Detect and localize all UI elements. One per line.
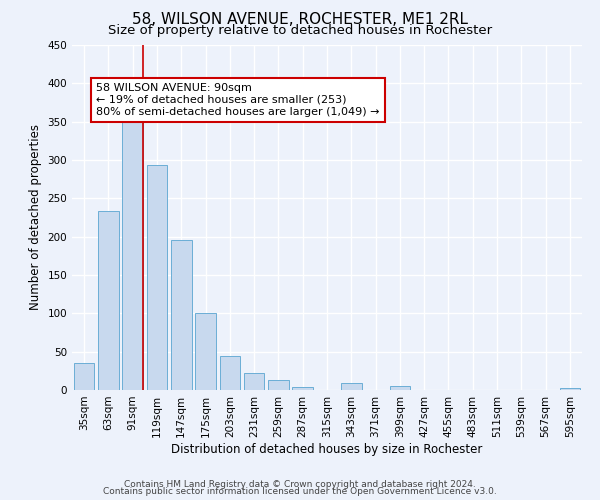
Bar: [389, 386, 410, 390]
Text: 58, WILSON AVENUE, ROCHESTER, ME1 2RL: 58, WILSON AVENUE, ROCHESTER, ME1 2RL: [132, 12, 468, 28]
Text: 58 WILSON AVENUE: 90sqm
← 19% of detached houses are smaller (253)
80% of semi-d: 58 WILSON AVENUE: 90sqm ← 19% of detache…: [96, 84, 380, 116]
Bar: [560, 388, 580, 390]
Text: Contains HM Land Registry data © Crown copyright and database right 2024.: Contains HM Land Registry data © Crown c…: [124, 480, 476, 489]
Bar: [341, 383, 362, 390]
Bar: [122, 110, 143, 390]
Bar: [146, 166, 167, 390]
Y-axis label: Number of detached properties: Number of detached properties: [29, 124, 42, 310]
X-axis label: Distribution of detached houses by size in Rochester: Distribution of detached houses by size …: [172, 442, 482, 456]
Bar: [268, 380, 289, 390]
Bar: [220, 356, 240, 390]
Bar: [195, 312, 216, 390]
Bar: [171, 240, 191, 390]
Text: Size of property relative to detached houses in Rochester: Size of property relative to detached ho…: [108, 24, 492, 37]
Bar: [98, 212, 119, 390]
Text: Contains public sector information licensed under the Open Government Licence v3: Contains public sector information licen…: [103, 487, 497, 496]
Bar: [74, 363, 94, 390]
Bar: [244, 373, 265, 390]
Bar: [292, 387, 313, 390]
